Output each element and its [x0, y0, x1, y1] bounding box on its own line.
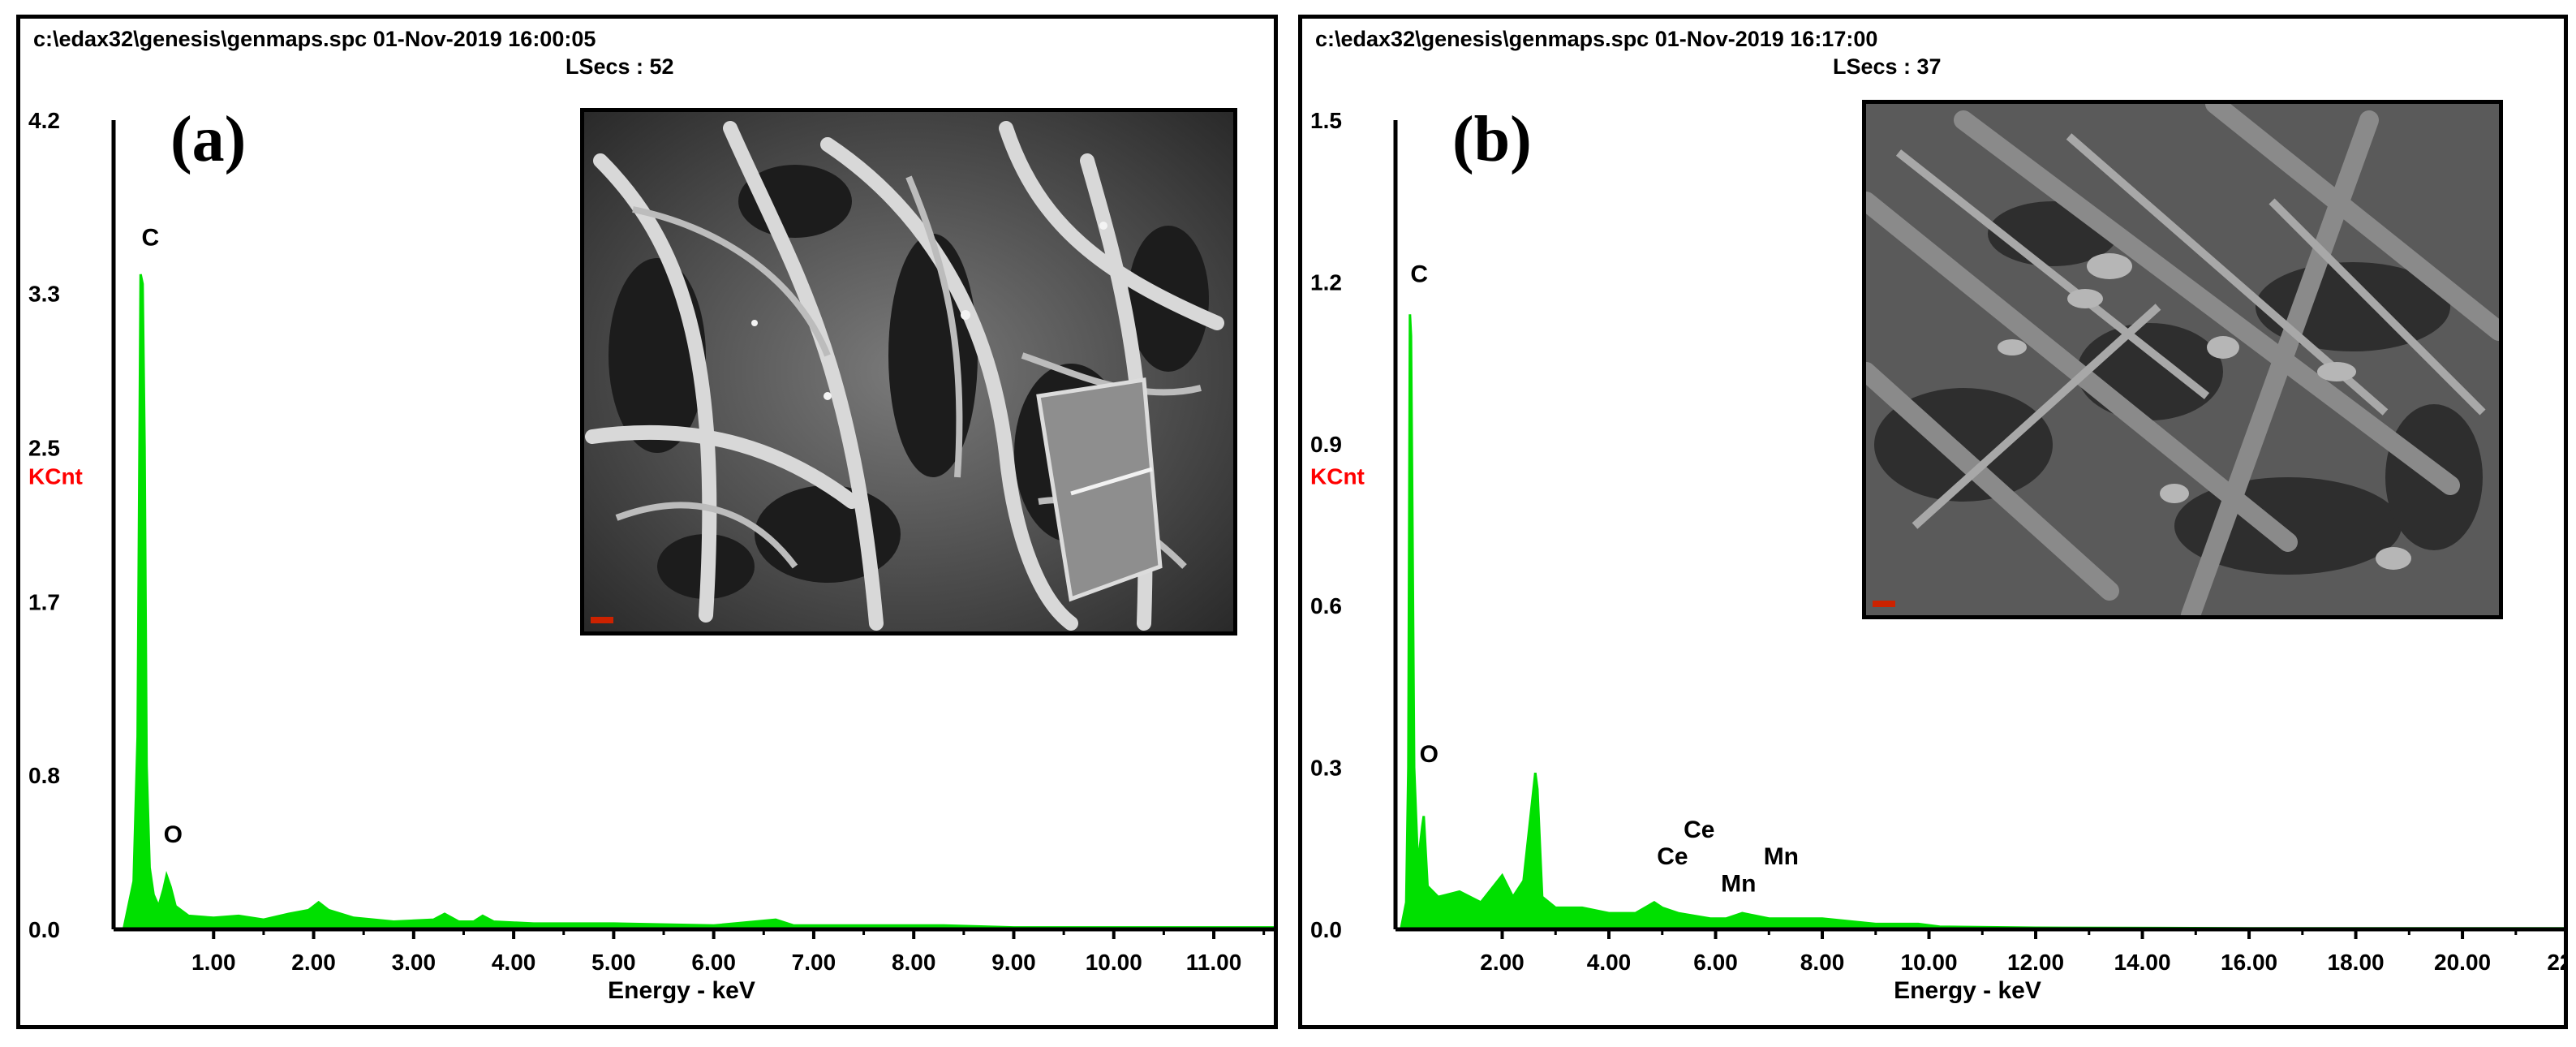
- x-tick-label: 6.00: [1693, 950, 1738, 975]
- x-tick-label: 18.00: [2328, 950, 2385, 975]
- sem-image: [1866, 104, 2499, 615]
- x-tick-label: 8.00: [892, 950, 936, 975]
- live-seconds-label: LSecs : 37: [1833, 54, 1942, 79]
- y-tick-label: 1.2: [1310, 269, 1342, 295]
- y-tick-label: 4.2: [28, 108, 60, 133]
- x-axis-label: Energy - keV: [608, 977, 755, 1004]
- y-tick-label: 3.3: [28, 282, 60, 307]
- x-tick-label: 4.00: [1587, 950, 1632, 975]
- x-tick-label: 11.00: [1186, 950, 1242, 975]
- x-axis-label: Energy - keV: [1894, 977, 2041, 1004]
- x-tick-label: 5.00: [591, 950, 636, 975]
- peak-label-ce: Ce: [1657, 843, 1688, 870]
- y-tick-label: 0.3: [1310, 756, 1342, 781]
- peak-label-mn: Mn: [1764, 843, 1799, 870]
- x-tick-label: 8.00: [1800, 950, 1845, 975]
- eds-panel-a: c:\edax32\genesis\genmaps.spc 01-Nov-201…: [16, 15, 1278, 1029]
- x-tick-label: 2.00: [1480, 950, 1525, 975]
- x-tick-label: 9.00: [991, 950, 1036, 975]
- x-tick-label: 10.00: [1900, 950, 1957, 975]
- spectrum-chart-a: 1.00 2.00 3.00 4.00 5.00 6.00 7.00 8.00 9.00 10.0…: [28, 108, 1274, 1004]
- live-seconds-label: LSecs : 52: [566, 54, 674, 79]
- spectrum-file-header: c:\edax32\genesis\genmaps.spc 01-Nov-201…: [1315, 27, 1878, 51]
- peak-label-mn: Mn: [1721, 870, 1756, 897]
- x-tick-label: 20.00: [2434, 950, 2491, 975]
- y-tick-label: 0.9: [1310, 432, 1342, 457]
- x-tick-label: 12.00: [2007, 950, 2064, 975]
- x-tick-label: 7.00: [792, 950, 836, 975]
- y-axis-label: KCnt: [28, 464, 83, 489]
- peak-label-o: O: [164, 821, 183, 848]
- x-tick-label: 4.00: [492, 950, 536, 975]
- peak-label-ce: Ce: [1684, 816, 1714, 843]
- y-tick-label: 0.0: [1310, 917, 1342, 942]
- y-tick-label: 2.5: [28, 436, 60, 461]
- sem-micrograph-inset: [580, 108, 1237, 636]
- peak-label-c: C: [1410, 261, 1428, 287]
- y-axis-label: KCnt: [1310, 464, 1365, 489]
- spectrum-trace: [1399, 314, 2564, 931]
- x-tick-label: 14.00: [2114, 950, 2171, 975]
- panel-label: (a): [170, 104, 247, 175]
- spectrum-trace: [122, 274, 1274, 931]
- peak-label-c: C: [142, 224, 160, 251]
- x-tick-label: 10.00: [1086, 950, 1142, 975]
- spectrum-chart-b: 2.00 4.00 6.00 8.00 10.00 12.00 14.00 16.00 18.0…: [1310, 108, 2564, 1004]
- peak-label-o: O: [1420, 741, 1439, 768]
- y-tick-label: 1.5: [1310, 108, 1342, 133]
- y-tick-label: 0.0: [28, 917, 60, 942]
- sem-image: [584, 112, 1233, 631]
- y-tick-label: 0.8: [28, 763, 60, 788]
- panel-label: (b): [1452, 104, 1532, 175]
- x-tick-label: 3.00: [392, 950, 437, 975]
- x-tick-label: 2.00: [291, 950, 336, 975]
- y-tick-label: 1.7: [28, 589, 60, 614]
- x-tick-label: 16.00: [2221, 950, 2277, 975]
- sem-micrograph-inset: [1862, 100, 2503, 619]
- y-tick-label: 0.6: [1310, 593, 1342, 618]
- x-tick-label: 22.0: [2547, 950, 2564, 975]
- spectrum-file-header: c:\edax32\genesis\genmaps.spc 01-Nov-201…: [33, 27, 596, 51]
- eds-panel-b: c:\edax32\genesis\genmaps.spc 01-Nov-201…: [1298, 15, 2568, 1029]
- x-tick-label: 6.00: [691, 950, 736, 975]
- x-tick-label: 1.00: [191, 950, 236, 975]
